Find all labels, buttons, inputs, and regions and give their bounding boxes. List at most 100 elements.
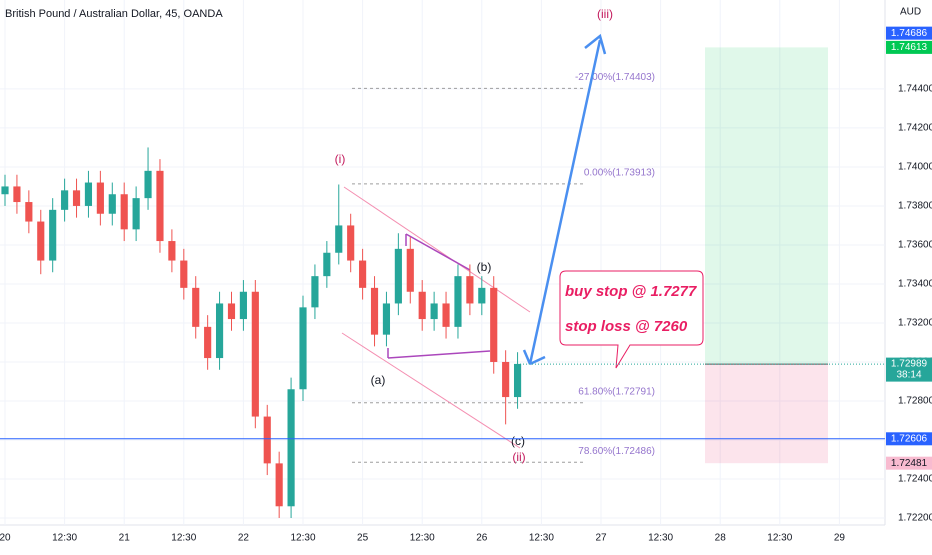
- chart-title: British Pound / Australian Dollar, 45, O…: [5, 8, 223, 20]
- candle-body: [513, 363, 522, 398]
- price-label-box: [886, 456, 932, 470]
- candle-body: [1, 186, 9, 195]
- price-label-box: [886, 40, 932, 54]
- arrow-tail: [522, 349, 532, 365]
- price-label: 1.72606: [891, 433, 928, 444]
- x-tick-label: 26: [476, 533, 488, 544]
- wave-label: (c): [511, 434, 525, 448]
- candle-body: [406, 248, 414, 292]
- candle-body: [442, 303, 450, 327]
- y-tick-label: 1.74000: [898, 162, 932, 173]
- candle-body: [156, 170, 164, 242]
- x-tick-label: 20: [0, 533, 11, 544]
- price-label-box: [886, 26, 932, 40]
- candle-body: [108, 194, 116, 214]
- x-tick-label: 12:30: [767, 533, 792, 544]
- note-line: stop loss @ 7260: [565, 318, 688, 335]
- candle-body: [275, 463, 283, 507]
- candle-body: [13, 186, 21, 203]
- y-tick-label: 1.73200: [898, 318, 932, 329]
- price-label-box: [886, 432, 932, 446]
- candle-body: [347, 225, 355, 261]
- x-tick-label: 12:30: [410, 533, 435, 544]
- wave-label: (iii): [597, 7, 613, 21]
- drawings: buy stop @ 1.7277 stop loss @ 7260 (i) (…: [335, 7, 704, 464]
- candle-body: [490, 287, 498, 362]
- candle-body: [204, 326, 212, 359]
- candle-body: [370, 287, 379, 335]
- y-tick-label: 1.72800: [898, 396, 932, 407]
- fib-label: 61.80%(1.72791): [578, 386, 655, 397]
- candle-body: [96, 182, 104, 214]
- candle-body: [299, 307, 307, 390]
- x-tick-label: 28: [715, 533, 727, 544]
- x-tick-label: 12:30: [648, 533, 673, 544]
- candle-body: [287, 389, 295, 507]
- candle-body: [84, 182, 93, 206]
- candle-body: [251, 291, 259, 417]
- candle-body: [418, 291, 426, 320]
- y-tick-label: 1.72400: [898, 474, 932, 485]
- x-tick-label: 25: [357, 533, 369, 544]
- y-tick-label: 1.74400: [898, 84, 932, 95]
- candle-body: [239, 291, 247, 320]
- projection-arrow: [528, 39, 602, 365]
- price-label: 1.72989: [891, 359, 928, 370]
- y-tick-label: 1.73600: [898, 240, 932, 251]
- candle-body: [72, 190, 81, 206]
- y-tick-label: 1.73800: [898, 201, 932, 212]
- candle-body: [49, 209, 57, 261]
- wave-label: (i): [335, 152, 346, 166]
- candle-body: [382, 303, 391, 335]
- background-layer: -27.00%(1.74403) 0.00%(1.73913) 61.80%(1.7…: [0, 0, 885, 525]
- candle-body: [25, 202, 33, 222]
- y-tick-label: 1.73400: [898, 279, 932, 290]
- wave-label: (a): [371, 373, 386, 387]
- channel-line: [343, 186, 531, 313]
- candle-body: [61, 190, 69, 210]
- currency-label: AUD: [900, 7, 921, 18]
- price-label: 1.72481: [891, 458, 928, 469]
- x-tick-label: 21: [119, 533, 131, 544]
- fib-label: -27.00%(1.74403): [575, 72, 655, 83]
- fib-label: 78.60%(1.72486): [578, 446, 655, 457]
- x-tick-label: 12:30: [529, 533, 554, 544]
- candle-body: [394, 248, 402, 304]
- x-tick-label: 12:30: [171, 533, 196, 544]
- candle-body: [335, 225, 343, 253]
- x-tick-label: 29: [834, 533, 846, 544]
- arrow-head: [584, 33, 607, 55]
- candle-body: [454, 276, 462, 327]
- wave-label: (b): [477, 260, 492, 274]
- candle-body: [478, 287, 486, 304]
- x-tick-label: 12:30: [290, 533, 315, 544]
- candle-body: [430, 303, 438, 320]
- price-label: 1.74686: [891, 28, 928, 39]
- candle-body: [215, 303, 224, 359]
- candle-body: [323, 252, 331, 277]
- countdown: 38:14: [896, 370, 921, 381]
- channel-line: [341, 332, 521, 449]
- arrow-tail: [529, 355, 546, 366]
- candle-body: [311, 276, 319, 308]
- note-box: [559, 270, 704, 369]
- candle-body: [466, 276, 474, 304]
- candle-body: [192, 287, 200, 327]
- x-tick-label: 12:30: [52, 533, 77, 544]
- fib-label: 0.00%(1.73913): [584, 168, 655, 179]
- price-label: 1.74613: [891, 42, 928, 53]
- stop-zone: [705, 364, 828, 464]
- candle-body: [227, 303, 236, 320]
- candle-body: [120, 194, 128, 230]
- candle-body: [180, 260, 188, 288]
- y-tick-label: 1.72200: [898, 513, 932, 524]
- x-tick-label: 22: [238, 533, 250, 544]
- candle-body: [37, 221, 45, 261]
- wave-label: (ii): [512, 450, 525, 464]
- target-zone: [705, 47, 828, 365]
- y-tick-label: 1.74200: [898, 123, 932, 134]
- note-line: buy stop @ 1.7277: [565, 283, 697, 300]
- candle-body: [263, 416, 271, 464]
